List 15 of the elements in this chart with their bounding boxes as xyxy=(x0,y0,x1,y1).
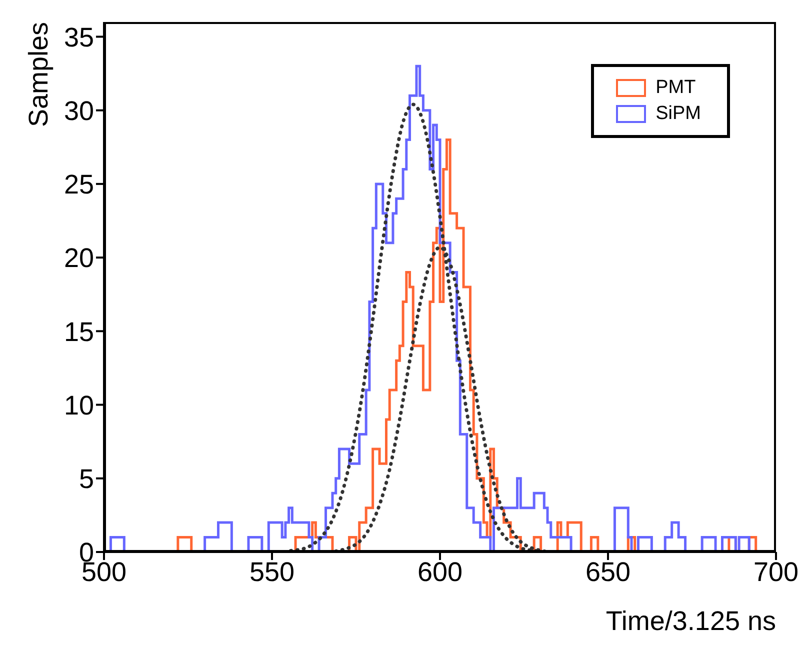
y-tick-label: 15 xyxy=(64,316,94,347)
y-tick-label: 30 xyxy=(64,96,94,126)
legend-label: SiPM xyxy=(656,103,701,125)
x-tick-label: 600 xyxy=(417,557,463,588)
y-axis-title: Samples xyxy=(23,22,54,128)
legend-label: PMT xyxy=(656,77,696,99)
x-tick-label: 650 xyxy=(585,557,631,588)
y-tick-label: 20 xyxy=(64,243,94,274)
y-tick-label: 5 xyxy=(78,464,94,494)
x-axis-title: Time/3.125 ns xyxy=(606,606,776,636)
x-tick-label: 700 xyxy=(753,557,799,588)
y-tick-label: 35 xyxy=(64,22,94,52)
y-tick-label: 10 xyxy=(64,390,94,420)
x-tick-label: 550 xyxy=(249,557,295,588)
y-tick-label: 25 xyxy=(64,170,94,200)
